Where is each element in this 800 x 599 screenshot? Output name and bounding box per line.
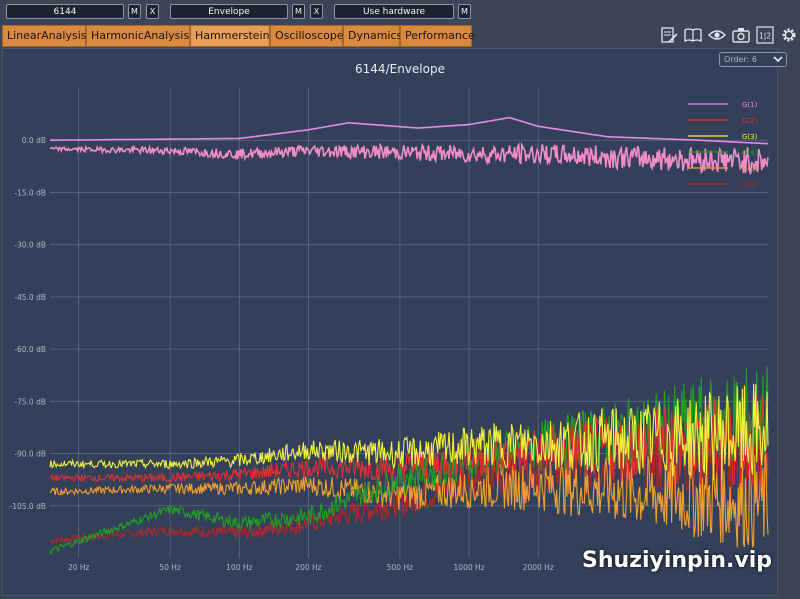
split-icon[interactable]: 1|2 (756, 26, 774, 44)
x-tick-label: 2000 Hz (523, 563, 554, 572)
y-tick-label: -105.0 dB (10, 502, 46, 511)
x-tick-label: 50 Hz (159, 563, 181, 572)
legend-label: G(3) (742, 133, 758, 141)
tab-oscilloscope[interactable]: Oscilloscope (270, 25, 344, 47)
series-line-g1 (50, 116, 768, 145)
gear-icon[interactable] (780, 26, 798, 44)
legend-label: G(1) (742, 101, 758, 109)
y-tick-label: -75.0 dB (14, 397, 46, 406)
camera-icon[interactable] (732, 26, 750, 44)
x-tick-label: 100 Hz (226, 563, 252, 572)
legend-label: G(6) (742, 181, 758, 189)
split-icon-text: 1|2 (759, 32, 771, 41)
hardware-field[interactable]: Use hardware (334, 4, 454, 19)
y-tick-label: -30.0 dB (14, 241, 46, 250)
y-tick-label: -60.0 dB (14, 345, 46, 354)
series-line-pink (49, 141, 769, 175)
order-select-label: Order: 6 (724, 55, 757, 64)
x-tick-label: 200 Hz (295, 563, 321, 572)
book-icon[interactable] (684, 26, 702, 44)
legend-label: G(2) (742, 117, 758, 125)
y-tick-label: -90.0 dB (14, 450, 46, 459)
legend-label: G(4) (742, 149, 758, 157)
series-line-g3 (49, 383, 769, 481)
source-x-button[interactable]: X (146, 4, 159, 19)
x-tick-label: 20 Hz (68, 563, 90, 572)
eye-icon[interactable] (708, 26, 726, 44)
watermark: Shuziyinpin.vip (582, 548, 772, 573)
source-m-button[interactable]: M (128, 4, 141, 19)
x-tick-label: 500 Hz (387, 563, 413, 572)
mode-x-button[interactable]: X (310, 4, 323, 19)
tab-hammerstein[interactable]: Hammerstein (190, 25, 270, 47)
chevron-down-icon (773, 56, 783, 63)
edit-icon[interactable] (660, 26, 678, 44)
series-line-g4 (49, 366, 769, 556)
mode-field[interactable]: Envelope (170, 4, 288, 19)
tab-harmonic-analysis[interactable]: HarmonicAnalysis (86, 25, 190, 47)
top-toolbar: 6144 M X Envelope M X Use hardware M (0, 0, 800, 24)
order-select[interactable]: Order: 6 (719, 52, 787, 67)
source-field[interactable]: 6144 (6, 4, 124, 19)
tab-performance[interactable]: Performance (400, 25, 475, 47)
legend-label: G(5) (742, 165, 758, 173)
x-tick-label: 1000 Hz (454, 563, 485, 572)
mode-m-button[interactable]: M (292, 4, 305, 19)
y-tick-label: -15.0 dB (14, 188, 46, 197)
y-tick-label: -45.0 dB (14, 293, 46, 302)
hardware-m-button[interactable]: M (458, 4, 471, 19)
plot-title: 6144/Envelope (355, 62, 445, 76)
tab-dynamics[interactable]: Dynamics (343, 25, 402, 47)
series-line-g2 (49, 395, 769, 488)
y-tick-label: 0.0 dB (22, 136, 46, 145)
tab-linear-analysis[interactable]: LinearAnalysis (2, 25, 87, 47)
